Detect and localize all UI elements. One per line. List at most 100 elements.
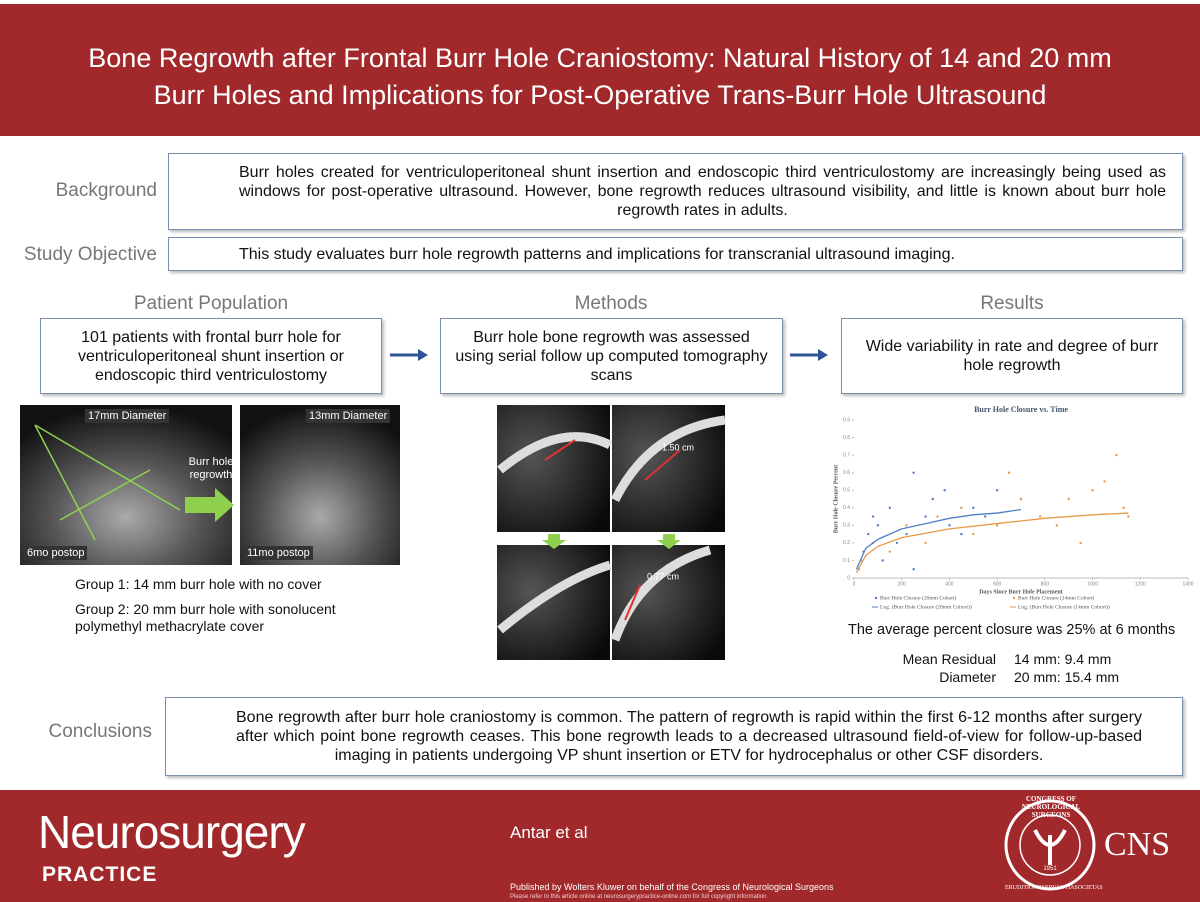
y-tick-label: 0.7 (843, 452, 850, 458)
data-point (888, 506, 891, 509)
objective-text: This study evaluates burr hole regrowth … (168, 237, 1183, 271)
group-text: Group 2: 20 mm burr hole with sonolucent… (75, 601, 336, 634)
objective-label: Study Objective (23, 244, 157, 265)
data-point (948, 524, 951, 527)
title: Bone Regrowth after Frontal Burr Hole Cr… (0, 40, 1200, 114)
note: Please refer to this article online at n… (510, 894, 767, 900)
legend-entry: Log. (Burr Hole Closure (20mm Cohort)) (880, 603, 972, 610)
summary: The average percent closure was 25% at 6… (848, 622, 1176, 638)
data-point (1115, 453, 1118, 457)
population-text: 101 patients with frontal burr hole for … (40, 318, 382, 394)
legend-swatch (874, 596, 878, 600)
x-tick-label: 1400 (1182, 581, 1193, 587)
data-point (995, 489, 999, 492)
chart-title: Burr Hole Closure vs. Time (974, 405, 1068, 414)
x-tick-label: 1000 (1087, 581, 1098, 587)
background-text: Burr holes created for ventriculoperiton… (168, 153, 1183, 230)
group-text: Group 1: 14 mm burr hole with no cover (75, 576, 322, 592)
data-point (1055, 524, 1058, 527)
conclusions-text: Bone regrowth after burr hole craniostom… (165, 697, 1183, 776)
legend-entry: Log. (Burr Hole Closure (14mm Cohort)) (1018, 603, 1110, 610)
authors: Antar et al (510, 823, 588, 842)
data-point (888, 550, 891, 553)
x-tick-label: 800 (1041, 581, 1050, 587)
x-tick-label: 400 (945, 581, 954, 587)
motto-word: SOCIETAS (1074, 885, 1103, 891)
residual-label: Mean Residual Diameter (868, 650, 996, 686)
motto-word: OBSERVANTIA (1033, 885, 1075, 891)
arrow (390, 349, 828, 361)
us-label: 6mo postop (24, 546, 88, 560)
data-point (912, 471, 915, 474)
ct-image (497, 545, 610, 660)
y-axis-label: Burr Hole Closure Percent (833, 465, 839, 534)
data-point (905, 524, 908, 527)
data-point (895, 541, 899, 545)
y-tick-label: 0.9 (843, 417, 850, 423)
regrowth-arrow (185, 488, 234, 522)
data-point (1019, 497, 1023, 501)
results-chart: Burr Hole Closure vs. Time 0 0.1 0.2 0.3 0.4 0… (833, 405, 1193, 610)
measure-lines (544, 439, 681, 621)
data-point (1091, 489, 1094, 492)
residual-value: 14 mm: 9.4 mm (1014, 651, 1112, 667)
conclusions-label: Conclusions (48, 721, 153, 742)
x-tick-label: 0 (853, 581, 856, 587)
us-label: 13mm Diameter (306, 409, 391, 423)
methods-text: Burr hole bone regrowth was assessed usi… (440, 318, 783, 394)
logo-emblem (1033, 829, 1067, 865)
data-point (1103, 480, 1106, 483)
data-point (881, 559, 884, 562)
arrow-label: Burr hole regrowth (188, 456, 234, 481)
ct-label: 0.77 cm (647, 571, 679, 581)
data-point (1122, 506, 1125, 509)
ultrasound-before (20, 405, 232, 565)
ct-label: 1.50 cm (662, 442, 694, 452)
us-label: 11mo postop (244, 546, 313, 560)
motto-word: ERUDITIO (1005, 885, 1034, 891)
logo-ring-text: CONGRESS OF NEUROLOGICAL SURGEONS (1021, 795, 1081, 819)
diameter-lines (34, 424, 181, 541)
data-point (924, 541, 927, 545)
data-point (1038, 515, 1042, 518)
ct-image (497, 405, 610, 532)
y-tick-label: 0.5 (843, 488, 850, 494)
published: Published by Wolters Kluwer on behalf of… (510, 882, 834, 892)
data-point (1079, 541, 1082, 545)
brand: Neurosurgery (38, 806, 306, 858)
data-point (960, 506, 963, 509)
data-point (1007, 471, 1011, 474)
data-point (972, 506, 975, 509)
residual-label-line: Diameter (939, 669, 996, 685)
legend-entry: Burr Hole Closure (20mm Cohort) (880, 594, 957, 601)
down-arrows (542, 534, 681, 549)
data-point (984, 515, 987, 518)
data-point (995, 524, 999, 527)
x-tick-label: 1200 (1135, 581, 1146, 587)
ultrasound-after (240, 405, 400, 565)
data-point (1067, 497, 1070, 501)
data-point (912, 568, 915, 571)
brand-sub: PRACTICE (42, 863, 158, 886)
data-point (924, 515, 927, 518)
data-point (931, 497, 934, 501)
data-point (905, 532, 908, 536)
results-text: Wide variability in rate and degree of b… (841, 318, 1183, 394)
legend-entry: Burr Hole Closure (14mm Cohort) (1018, 594, 1095, 601)
us-label: 17mm Diameter (85, 409, 170, 423)
title-line: Burr Holes and Implications for Post-Ope… (153, 80, 1047, 110)
legend-swatch (1012, 596, 1016, 600)
background-label: Background (55, 180, 157, 201)
y-tick-label: 0.4 (843, 505, 850, 511)
y-tick-label: 0 (847, 575, 850, 581)
data-point (1127, 515, 1130, 518)
logo-year: 1951 (1043, 866, 1057, 872)
logo-inner (1019, 814, 1081, 876)
population-heading: Patient Population (133, 293, 289, 314)
y-tick-label: 0.2 (843, 540, 850, 546)
data-point (936, 515, 939, 518)
skull-arcs (497, 415, 726, 642)
y-tick-label: 0.3 (843, 523, 850, 529)
